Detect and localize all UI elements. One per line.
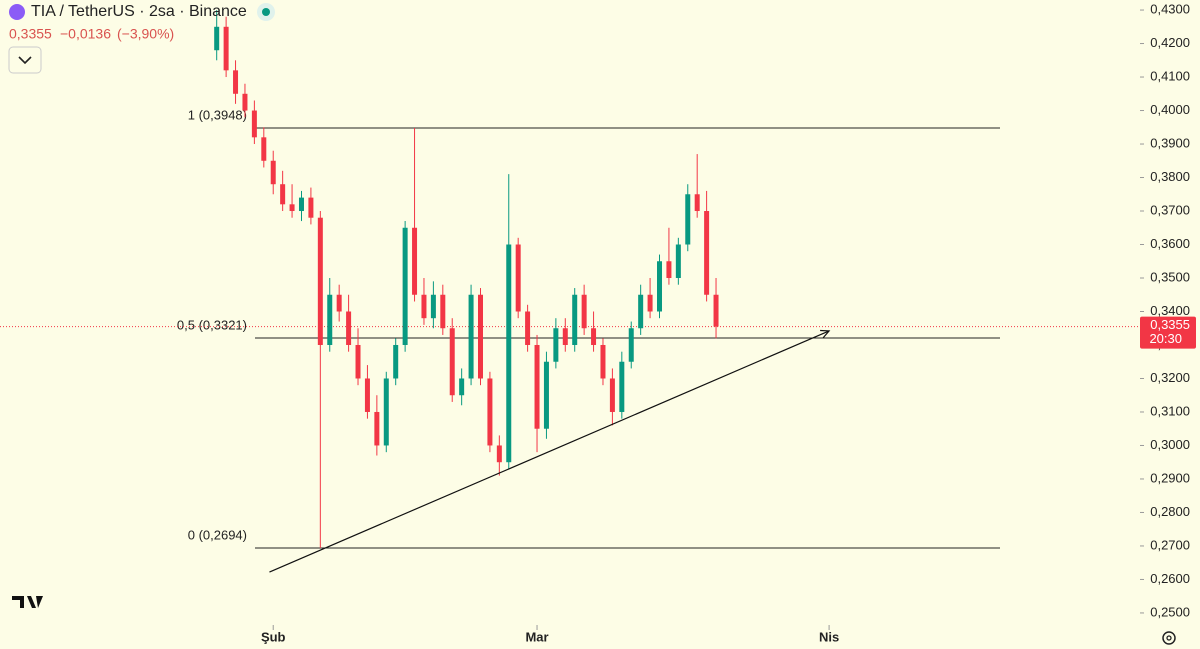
candle-body [647,294,653,312]
candle-body [609,378,615,412]
y-tick-label: 0,2800 [1150,504,1190,519]
candle-body [525,311,531,345]
candle-body [694,194,700,212]
candle-body [487,378,493,446]
candle-body [364,378,370,412]
candle-body [628,328,634,362]
y-tick-label: 0,3200 [1150,370,1190,385]
candle-body [383,378,389,446]
candle-body [233,70,239,94]
y-tick-label: 0,3400 [1150,303,1190,318]
y-tick-label: 0,3900 [1150,135,1190,150]
candle-body [619,361,625,412]
x-tick-label: Nis [819,629,839,644]
candle-body [412,227,418,295]
y-tick-label: 0,3600 [1150,236,1190,251]
candle-body [534,344,540,429]
candle-body [242,93,248,111]
y-tick-label: 0,4100 [1150,68,1190,83]
candle-body [402,227,408,345]
level-label: 0 (0,2694) [188,527,247,542]
x-tick-label: Mar [525,629,548,644]
trend-arrowhead [820,329,831,339]
x-tick-label: Şub [261,629,286,644]
candle-body [430,294,436,319]
level-label: 1 (0,3948) [188,107,247,122]
candle-body [685,194,691,245]
candle-body [704,211,710,295]
candle-body [562,328,568,345]
candle-body [214,26,220,51]
candle-body [506,244,512,463]
candle-body [468,294,474,379]
candle-body [581,294,587,329]
y-tick-label: 0,3000 [1150,437,1190,452]
y-tick-label: 0,3100 [1150,403,1190,418]
candle-body [308,197,314,218]
y-tick-label: 0,3800 [1150,169,1190,184]
logo [12,596,43,608]
candle-body [638,294,644,329]
candle-body [317,217,323,345]
candle-body [459,378,465,396]
candle-body [440,294,446,329]
candle-body [374,411,380,446]
chevron-icon [18,56,32,65]
candle-body [280,184,286,205]
level-label: 0,5 (0,3321) [177,317,247,332]
candle-body [449,328,455,396]
price-tag-value: 0,3355 [1150,317,1190,332]
candle-body [591,328,597,345]
candle-body [346,311,352,345]
change-pct: (−3,90%) [117,26,174,42]
candle-body [336,294,342,312]
candle-body [713,294,719,327]
y-tick-label: 0,4300 [1150,1,1190,16]
y-tick-label: 0,4200 [1150,35,1190,50]
y-tick-label: 0,2600 [1150,571,1190,586]
candle-body [553,328,559,362]
price: 0,3355 [9,26,52,42]
candle-body [600,344,606,379]
chart-title: TIA / TetherUS · 2sa · Binance [31,3,247,20]
trend-line [269,330,830,573]
candle-body [657,261,663,312]
y-tick-label: 0,2700 [1150,537,1190,552]
symbol-icon [9,4,25,20]
y-tick-label: 0,2500 [1150,604,1190,619]
candle-body [675,244,681,279]
candle-body [327,294,333,345]
candle-body [289,204,295,212]
candle-body [393,344,399,379]
candle-body [666,261,672,279]
candle-body [223,26,229,71]
settings-icon-center [1166,635,1172,641]
candle-body [496,445,502,463]
y-tick-label: 0,3500 [1150,269,1190,284]
candle-body [261,137,267,161]
candle-body [270,160,276,185]
candle-body [515,244,521,312]
candle-body [543,361,549,429]
candle-body [355,344,361,379]
price-tag-countdown: 20:30 [1149,331,1182,346]
y-tick-label: 0,3700 [1150,202,1190,217]
change: −0,0136 [60,26,111,42]
candle-body [477,294,483,379]
y-tick-label: 0,2900 [1150,470,1190,485]
status-dot [262,8,270,16]
settings-icon[interactable] [1162,631,1176,645]
y-tick-label: 0,4000 [1150,102,1190,117]
price-tag [1140,316,1196,349]
candle-body [251,110,257,138]
candle-body [421,294,427,319]
candle-body [572,294,578,345]
collapse-button[interactable] [8,46,42,74]
candle-body [298,197,304,212]
